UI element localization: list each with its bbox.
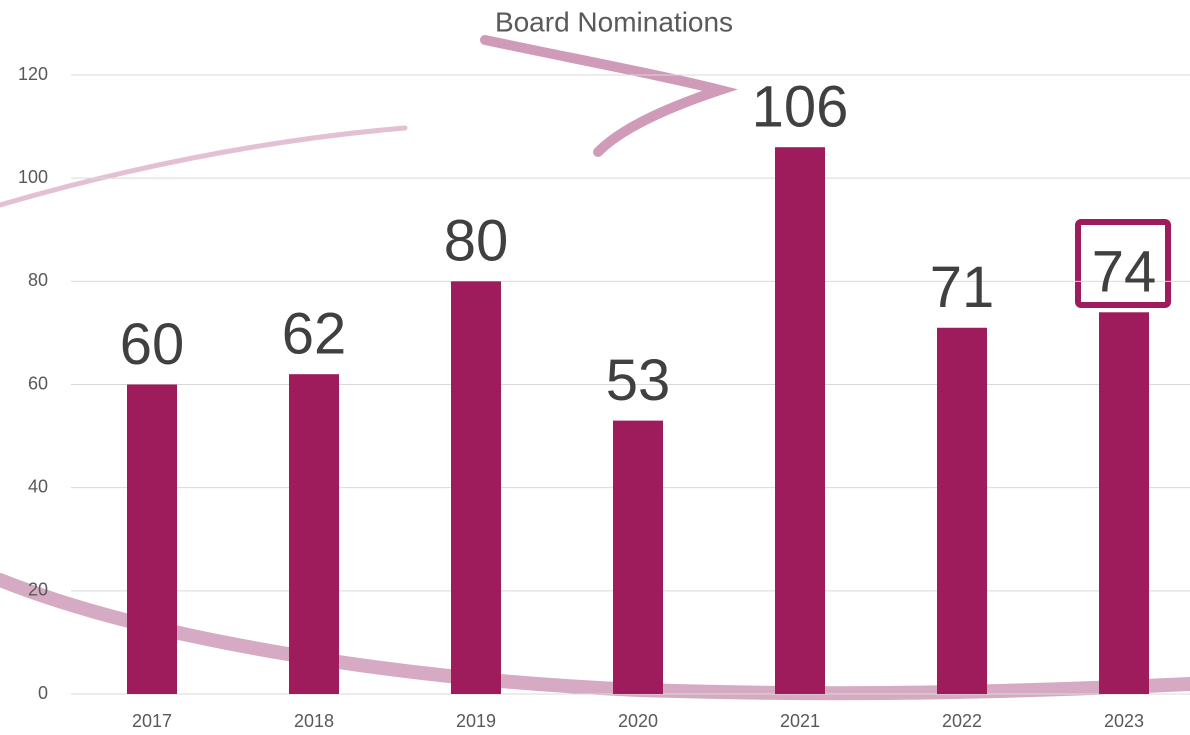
value-label: 62 (282, 302, 347, 367)
x-tick-label: 2022 (942, 711, 982, 731)
y-tick-label: 60 (28, 373, 48, 393)
swoosh (0, 573, 1190, 701)
x-tick-label: 2020 (618, 711, 658, 731)
y-tick-label: 120 (18, 64, 48, 84)
value-label: 71 (930, 255, 995, 320)
swoosh (0, 125, 408, 208)
bar (937, 327, 987, 694)
x-tick-label: 2019 (456, 711, 496, 731)
bar (289, 374, 339, 694)
y-tick-label: 100 (18, 167, 48, 187)
bar (775, 147, 825, 694)
value-label: 53 (606, 348, 671, 413)
x-tick-label: 2021 (780, 711, 820, 731)
highlight-box (1075, 219, 1171, 308)
y-tick-label: 80 (28, 270, 48, 290)
value-label: 80 (444, 209, 509, 274)
y-tick-label: 0 (38, 683, 48, 703)
x-tick-label: 2023 (1104, 711, 1144, 731)
value-label: 106 (752, 75, 849, 140)
bar (451, 281, 501, 694)
y-tick-label: 40 (28, 476, 48, 496)
swoosh (480, 35, 738, 157)
bar (1099, 312, 1149, 694)
value-label: 74 (1092, 240, 1157, 305)
x-tick-label: 2017 (132, 711, 172, 731)
x-tick-label: 2018 (294, 711, 334, 731)
chart-title: Board Nominations (495, 6, 733, 37)
bar (127, 384, 177, 694)
y-tick-label: 20 (28, 580, 48, 600)
value-label: 60 (120, 312, 185, 377)
bar (613, 420, 663, 694)
